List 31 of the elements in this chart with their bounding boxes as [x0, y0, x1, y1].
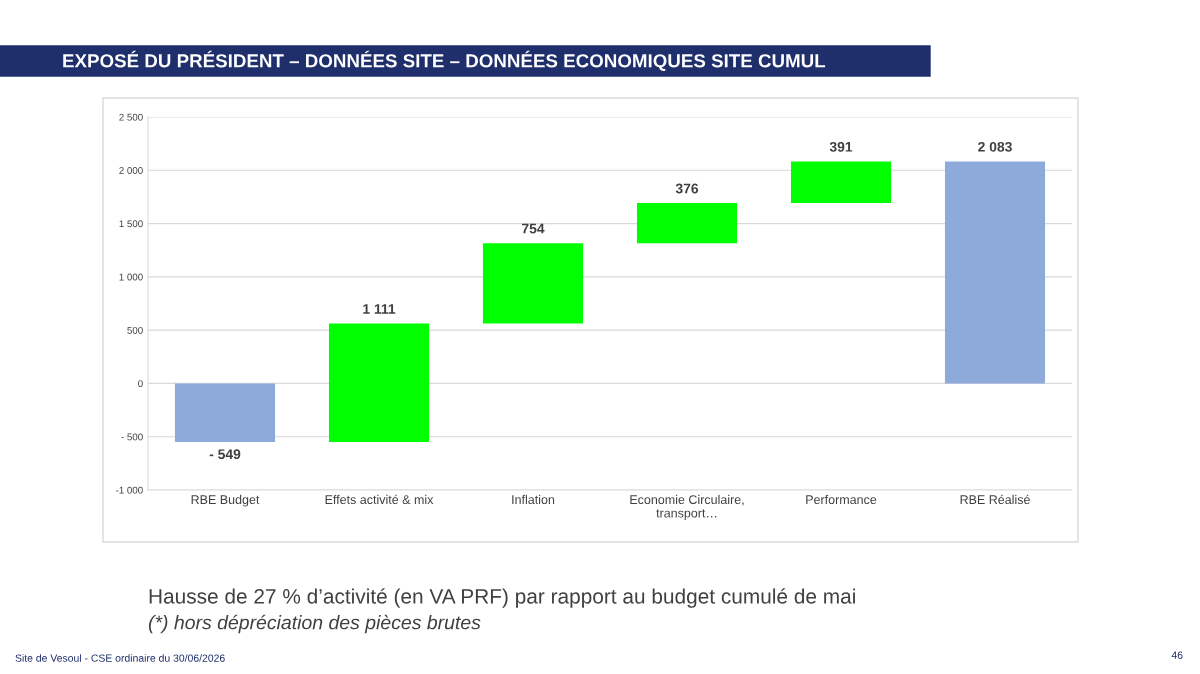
y-tick-label: 2 500	[119, 113, 143, 121]
data-label: 391	[829, 141, 853, 152]
text: (*) hors dépréciation des pièces brutes	[148, 614, 481, 634]
y-tick-label: 2 000	[119, 167, 143, 174]
y-tick-label: 1 500	[119, 220, 143, 228]
bar	[482, 243, 584, 324]
text: Hausse de 27 % d’activité (en VA PRF) par rapport au budget cumulé de mai	[149, 588, 855, 608]
x-tick-label: Inflation	[512, 494, 555, 505]
y-tick-label: 1 000	[119, 273, 143, 281]
data-label: - 549	[209, 449, 241, 460]
x-tick-label: RBE Budget	[191, 494, 260, 507]
bar	[944, 161, 1046, 384]
data-label: 1 111	[363, 304, 396, 314]
data-label: 2 083	[978, 141, 1012, 152]
x-tick-label: Performance	[806, 494, 877, 505]
data-label: 376	[675, 183, 699, 194]
x-tick-label: Effets activité & mix	[325, 494, 434, 505]
bar	[328, 323, 430, 442]
y-tick-label: 500	[127, 326, 143, 334]
bar	[790, 161, 892, 204]
y-tick-label: 0	[138, 380, 143, 388]
x-tick-label: RBE Réalisé	[960, 494, 1030, 505]
text: 46	[1171, 651, 1183, 659]
data-label: 754	[522, 223, 545, 234]
x-tick-label: Economie Circulaire, transport…	[630, 494, 744, 520]
text: Site de Vesoul - CSE ordinaire du 30/06/2026	[15, 654, 225, 662]
bar	[636, 203, 738, 244]
bar	[174, 383, 276, 442]
chart-title: EXPOSÉ DU PRÉSIDENT – DONNÉES SITE – DONNÉES ECONOMIQUES SITE CUMUL	[63, 50, 826, 71]
y-tick-label: -1 000	[116, 486, 143, 494]
y-tick-label: - 500	[121, 433, 143, 441]
